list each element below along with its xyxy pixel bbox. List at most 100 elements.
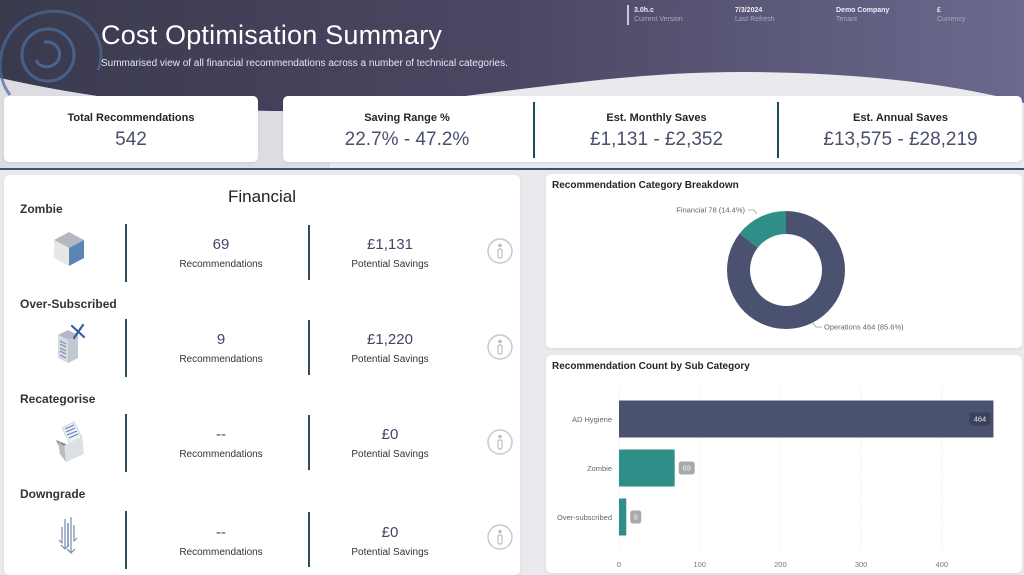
kpi-value: £1,131 - £2,352 [589, 129, 724, 150]
x-tick-label: 100 [693, 560, 706, 569]
page-subtitle: Summarised view of all financial recomme… [101, 58, 508, 69]
savings-stat: £0 Potential Savings [300, 425, 480, 462]
financial-section-over-subscribed: Over-Subscribed 9 Recommendations £1,220… [4, 297, 520, 392]
server-remove-icon [58, 323, 86, 363]
savings-stat: £1,220 Potential Savings [300, 330, 480, 367]
recommendations-label: Recommendations [179, 354, 263, 365]
section-label: Recategorise [20, 392, 96, 406]
info-icon[interactable] [486, 428, 514, 456]
folder-document-icon [56, 421, 84, 462]
data-label-badge [630, 510, 642, 524]
recommendations-stat: -- Recommendations [131, 425, 311, 462]
chart-title: Recommendation Category Breakdown [552, 180, 739, 191]
swirl-logo-icon [0, 9, 103, 96]
data-label: 9 [634, 513, 638, 522]
kpi-total-recommendations: Total Recommendations 542 [4, 96, 258, 162]
financial-title: Financial [227, 187, 297, 206]
recommendations-value: -- [216, 426, 226, 443]
bar-zombie[interactable] [619, 449, 675, 487]
savings-label: Potential Savings [351, 449, 429, 460]
kpi-saving-range: Saving Range % 22.7% - 47.2% [283, 96, 531, 162]
savings-value: £1,131 [367, 236, 413, 253]
vertical-separator [125, 414, 127, 472]
kpi-cell: Total Recommendations 542 [4, 96, 258, 162]
leader-line [748, 209, 758, 215]
donut-slice-operations[interactable] [727, 211, 845, 329]
meta-label: Tenant [836, 16, 858, 23]
bar-over-subscribed[interactable] [619, 498, 627, 536]
info-icon[interactable] [486, 523, 514, 551]
section-label: Downgrade [20, 487, 86, 501]
savings-value: £0 [381, 426, 399, 443]
section-divider [0, 168, 1024, 170]
meta-divider [627, 5, 629, 25]
kpi-label: Total Recommendations [67, 112, 195, 124]
donut-chart-svg: Financial 78 (14.4%) Operations 464 (85.6… [676, 206, 904, 332]
savings-value: £1,220 [367, 331, 413, 348]
kpi-value: £13,575 - £28,219 [823, 129, 978, 150]
kpi-value: 542 [115, 129, 147, 150]
section-label: Over-Subscribed [20, 297, 117, 311]
kpi-savings-card: Saving Range % 22.7% - 47.2% Est. Monthl… [283, 96, 1022, 162]
y-category-label: Zombie [587, 464, 612, 473]
data-label: 464 [974, 415, 987, 424]
vertical-separator [308, 512, 310, 567]
savings-stat: £1,131 Potential Savings [300, 235, 480, 272]
meta-last-refresh: 7/3/2024 Last Refresh [735, 6, 775, 24]
recommendations-label: Recommendations [179, 449, 263, 460]
meta-current-version: 3.0h.c Current Version [634, 6, 683, 24]
meta-label: Current Version [634, 16, 683, 23]
data-label: 69 [683, 464, 691, 473]
vertical-separator [125, 224, 127, 282]
kpi-separator [533, 102, 535, 158]
bar-ad-hygiene[interactable] [619, 400, 994, 438]
x-tick-label: 300 [855, 560, 868, 569]
recommendations-value: 9 [216, 331, 226, 348]
x-tick-label: 0 [617, 560, 621, 569]
recommendations-stat: -- Recommendations [131, 523, 311, 560]
kpi-monthly-saves: Est. Monthly Saves £1,131 - £2,352 [535, 96, 778, 162]
financial-panel: Financial Zombie 69 Recommendations £1,1… [4, 175, 520, 575]
bar-chart-svg: 0 100 200 300 400 AD Hygiene 464 Zombie 69 Over-… [557, 387, 994, 569]
savings-label: Potential Savings [351, 259, 429, 270]
info-icon[interactable] [486, 333, 514, 361]
recommendations-stat: 69 Recommendations [131, 235, 311, 272]
savings-label: Potential Savings [351, 354, 429, 365]
data-label-badge [969, 412, 991, 426]
vertical-separator [308, 320, 310, 375]
page-title: Cost Optimisation Summary [101, 20, 443, 50]
donut-label-operations: Operations 464 (85.6%) [824, 323, 904, 332]
kpi-label: Est. Monthly Saves [606, 112, 707, 124]
recommendations-label: Recommendations [179, 259, 263, 270]
recommendations-value: -- [216, 524, 226, 541]
meta-label: Last Refresh [735, 16, 775, 23]
x-tick-label: 200 [774, 560, 787, 569]
recommendations-value: 69 [212, 236, 230, 253]
savings-label: Potential Savings [351, 547, 429, 558]
chart-title: Recommendation Count by Sub Category [552, 361, 750, 372]
savings-stat: £0 Potential Savings [300, 523, 480, 560]
donut-label-financial: Financial 78 (14.4%) [676, 206, 745, 215]
savings-value: £0 [381, 524, 399, 541]
category-breakdown-chart: Recommendation Category Breakdown Financ… [546, 174, 1022, 348]
kpi-label: Est. Annual Saves [853, 112, 948, 124]
leader-line [811, 321, 822, 328]
info-icon[interactable] [486, 237, 514, 265]
financial-section-zombie: Zombie 69 Recommendations £1,131 Potenti… [4, 202, 520, 297]
meta-tenant: Demo Company Tenant [836, 6, 889, 24]
kpi-value: 22.7% - 47.2% [344, 129, 470, 150]
kpi-separator [777, 102, 779, 158]
donut-slice-financial[interactable] [739, 211, 786, 248]
meta-value: £ [937, 7, 941, 14]
financial-section-recategorise: Recategorise -- Recommendations £0 Poten… [4, 392, 520, 487]
vertical-separator [308, 415, 310, 470]
meta-value: Demo Company [836, 7, 890, 14]
recommendations-stat: 9 Recommendations [131, 330, 311, 367]
vertical-separator [125, 511, 127, 569]
kpi-label: Saving Range % [364, 112, 450, 124]
financial-section-downgrade: Downgrade -- Recommendations £0 Potentia… [4, 487, 520, 575]
meta-value: 7/3/2024 [735, 7, 763, 14]
meta-value: 3.0h.c [634, 7, 654, 14]
section-label: Zombie [20, 202, 63, 216]
vertical-separator [125, 319, 127, 377]
